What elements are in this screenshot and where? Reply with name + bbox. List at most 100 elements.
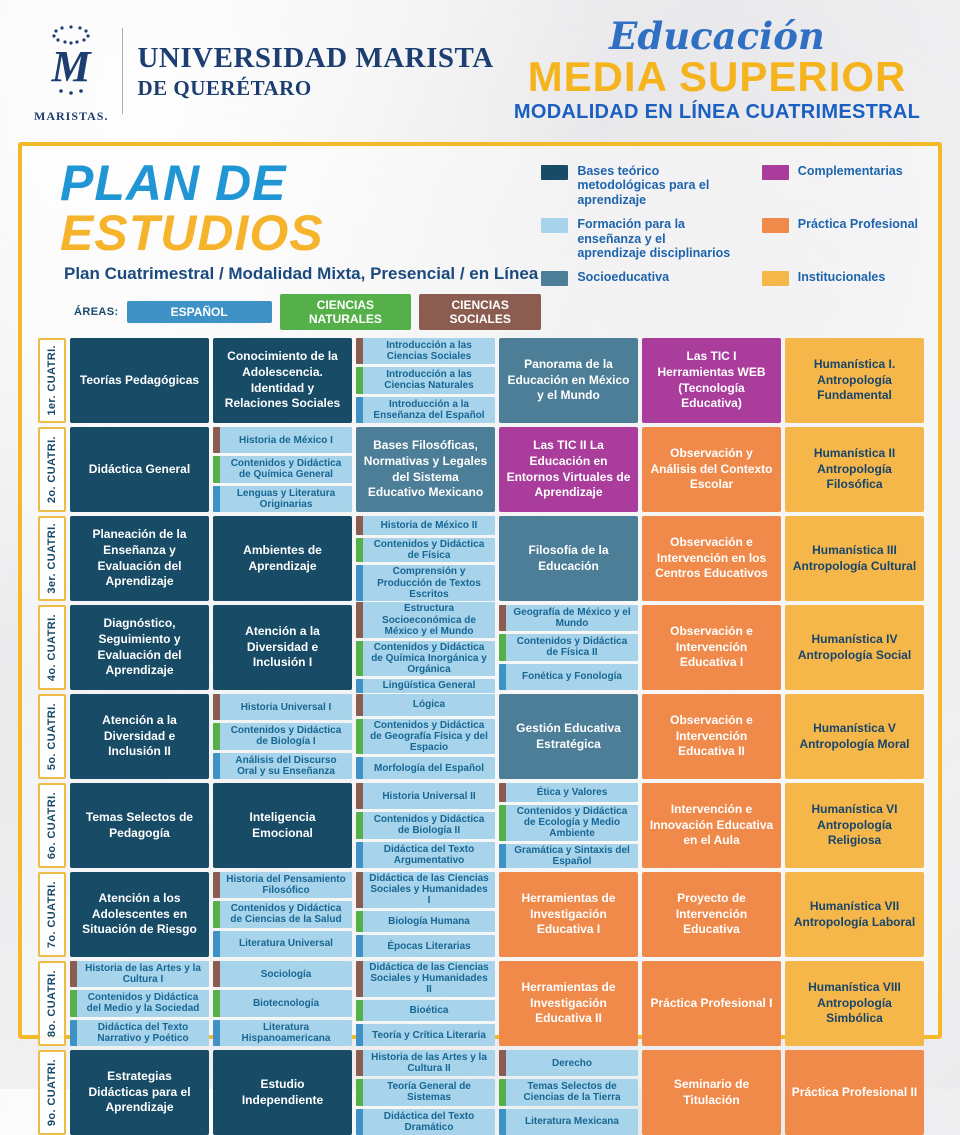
course-cell: Lingüística General <box>356 679 495 693</box>
legend-item-formacion: Formación para la enseñanza y el aprendi… <box>541 217 735 260</box>
course-cell: Contenidos y Didáctica de Ciencias de la… <box>213 901 352 928</box>
course-cell: Las TIC II La Educación en Entornos Virt… <box>499 427 638 512</box>
course-cell: Humanística I. Antropología Fundamental <box>785 338 924 423</box>
title-plan-de: PLAN DE <box>60 155 287 211</box>
course-cell: Contenidos y Didáctica de Biología I <box>213 723 352 750</box>
area-chip-espanol: ESPAÑOL <box>126 301 272 323</box>
legend-label-formacion: Formación para la enseñanza y el aprendi… <box>577 217 731 260</box>
course-cell-group: Historia de México I Contenidos y Didácti… <box>213 427 352 512</box>
legend-label-inst: Institucionales <box>797 270 886 285</box>
row-label-1: 1er. CUATRI. <box>38 338 66 423</box>
area-chip-sociales: CIENCIAS SOCIALES <box>419 294 542 330</box>
marista-logo: M MARISTAS. <box>34 19 108 124</box>
course-cell: Filosofía de la Educación <box>499 516 638 601</box>
course-cell: Contenidos y Didáctica de Química Genera… <box>213 456 352 483</box>
legend-label-socio: Socioeducativa <box>577 270 670 285</box>
course-cell: Didáctica de las Ciencias Sociales y Hum… <box>356 872 495 908</box>
course-cell: Inteligencia Emocional <box>213 783 352 868</box>
course-cell-group: Historia del Pensamiento Filosófico Conte… <box>213 872 352 957</box>
legend-item-practica: Práctica Profesional <box>761 217 918 260</box>
course-cell: Conocimiento de la Adolescencia. Identid… <box>213 338 352 423</box>
university-brand: M MARISTAS. Universidad Marista de Queré… <box>34 19 494 124</box>
course-cell: Práctica Profesional II <box>785 1050 924 1135</box>
row-label-text: 4o. CUATRI. <box>46 613 58 682</box>
course-cell: Didáctica de las Ciencias Sociales y Hum… <box>356 961 495 997</box>
course-cell-group: Ética y Valores Contenidos y Didáctica de… <box>499 783 638 868</box>
university-name-line2: de Querétaro <box>137 75 312 100</box>
row-label-text: 6o. CUATRI. <box>46 791 58 860</box>
row-label-text: 5o. CUATRI. <box>46 702 58 771</box>
course-cell: Derecho <box>499 1050 638 1077</box>
course-cell: Biotecnología <box>213 990 352 1017</box>
svg-text:M: M <box>51 42 93 91</box>
course-cell: Didáctica General <box>70 427 209 512</box>
row-label-2: 2o. CUATRI. <box>38 427 66 512</box>
row-label-text: 2o. CUATRI. <box>46 435 58 504</box>
course-cell-group: Historia Universal II Contenidos y Didáct… <box>356 783 495 868</box>
course-cell: Planeación de la Enseñanza y Evaluación … <box>70 516 209 601</box>
course-cell: Observación e Intervención en los Centro… <box>642 516 781 601</box>
course-cell: Literatura Hispanoamericana <box>213 1019 352 1046</box>
course-cell: Observación e Intervención Educativa I <box>642 605 781 690</box>
row-label-text: 7o. CUATRI. <box>46 880 58 949</box>
course-cell-group: Introducción a las Ciencias Sociales Intr… <box>356 338 495 423</box>
course-cell-group: Estructura Socioeconómica de México y el… <box>356 602 495 693</box>
page-header: M MARISTAS. Universidad Marista de Queré… <box>0 0 960 142</box>
course-cell: Proyecto de Intervención Educativa <box>642 872 781 957</box>
course-cell: Contenidos y Didáctica de Química Inorgá… <box>356 640 495 677</box>
course-cell: Estrategias Didácticas para el Aprendiza… <box>70 1050 209 1135</box>
course-cell: Observación y Análisis del Contexto Esco… <box>642 427 781 512</box>
course-cell: Humanística VII Antropología Laboral <box>785 872 924 957</box>
course-cell: Historia de México I <box>213 427 352 454</box>
course-cell: Didáctica del Texto Argumentativo <box>356 841 495 868</box>
course-cell: Teoría y Crítica Literaria <box>356 1024 495 1046</box>
university-name: Universidad Marista de Querétaro <box>137 43 493 100</box>
legend-item-bases: Bases teórico metodológicas para el apre… <box>541 164 735 207</box>
course-cell: Introducción a las Ciencias Naturales <box>356 367 495 394</box>
row-label-7: 7o. CUATRI. <box>38 872 66 957</box>
course-cell: Herramientas de Investigación Educativa … <box>499 872 638 957</box>
course-cell: Las TIC I Herramientas WEB (Tecnología E… <box>642 338 781 423</box>
course-cell: Humanística III Antropología Cultural <box>785 516 924 601</box>
course-cell: Práctica Profesional I <box>642 961 781 1046</box>
course-cell: Humanística VI Antropología Religiosa <box>785 783 924 868</box>
course-cell-group: Historia Universal I Contenidos y Didácti… <box>213 694 352 779</box>
course-cell-group: Derecho Temas Selectos de Ciencias de la … <box>499 1050 638 1135</box>
title-estudios: ESTUDIOS <box>60 205 324 261</box>
page-title: PLAN DE ESTUDIOS <box>60 158 541 258</box>
row-label-9: 9o. CUATRI. <box>38 1050 66 1135</box>
course-cell: Historia del Pensamiento Filosófico <box>213 872 352 899</box>
title-block: PLAN DE ESTUDIOS Plan Cuatrimestral / Mo… <box>38 156 542 330</box>
legend-label-bases: Bases teórico metodológicas para el apre… <box>577 164 710 207</box>
course-cell: Didáctica del Texto Dramático <box>356 1108 495 1135</box>
marista-emblem-icon: M <box>51 24 93 95</box>
course-cell: Historia de las Artes y la Cultura II <box>356 1050 495 1077</box>
course-cell: Historia Universal I <box>213 694 352 721</box>
course-cell: Épocas Literarias <box>356 935 495 957</box>
course-cell: Introducción a las Ciencias Sociales <box>356 338 495 365</box>
course-cell: Contenidos y Didáctica de Biología II <box>356 812 495 839</box>
legend-swatch-socio <box>541 271 569 287</box>
course-cell: Humanística II Antropología Filosófica <box>785 427 924 512</box>
course-cell: Literatura Universal <box>213 930 352 957</box>
program-script-word: Educación <box>609 13 825 58</box>
course-cell: Contenidos y Didáctica de Geografía Físi… <box>356 718 495 755</box>
legend-label-practica: Práctica Profesional <box>797 217 918 232</box>
course-cell: Gestión Educativa Estratégica <box>499 694 638 779</box>
course-cell: Historia de México II <box>356 516 495 536</box>
course-cell: Bioética <box>356 999 495 1022</box>
course-cell: Herramientas de Investigación Educativa … <box>499 961 638 1046</box>
course-cell: Estructura Socioeconómica de México y el… <box>356 602 495 638</box>
row-label-text: 1er. CUATRI. <box>46 345 58 416</box>
course-cell: Contenidos y Didáctica del Medio y la So… <box>70 990 209 1017</box>
course-cell: Seminario de Titulación <box>642 1050 781 1135</box>
course-cell-group: Historia de las Artes y la Cultura II Teo… <box>356 1050 495 1135</box>
area-chip-naturales: CIENCIAS NATURALES <box>279 294 412 330</box>
course-cell: Fonética y Fonología <box>499 663 638 690</box>
legend-swatch-inst <box>761 271 789 287</box>
legend-item-inst: Institucionales <box>761 270 918 287</box>
course-cell: Historia Universal II <box>356 783 495 810</box>
plan-subtitle: Plan Cuatrimestral / Modalidad Mixta, Pr… <box>64 264 539 283</box>
row-label-4: 4o. CUATRI. <box>38 605 66 690</box>
legend-label-comp: Complementarias <box>797 164 903 178</box>
